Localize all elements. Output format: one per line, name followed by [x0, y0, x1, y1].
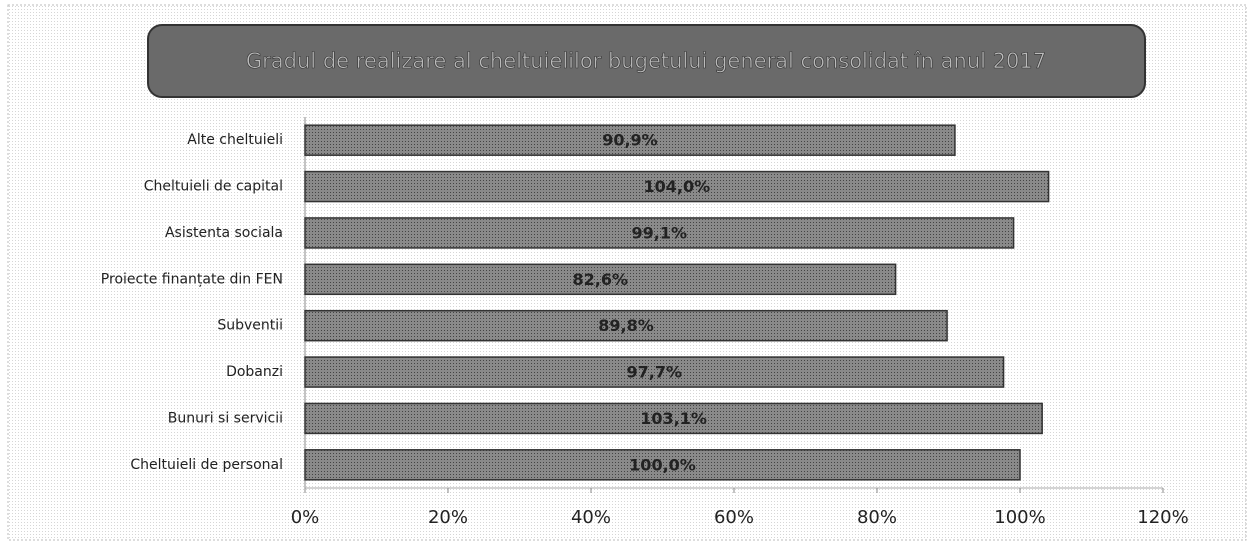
bar [304, 356, 1005, 388]
y-tick-label: Subventii [217, 318, 283, 334]
y-tick-label: Dobanzi [226, 364, 283, 380]
x-tick-label: 40% [571, 507, 611, 528]
bar [304, 263, 897, 296]
x-tick-label: 60% [714, 507, 754, 528]
bar [304, 309, 948, 342]
y-tick-label: Cheltuieli de capital [144, 179, 283, 195]
x-tick-label: 120% [1137, 507, 1188, 528]
bar [304, 170, 1050, 203]
title-box [147, 24, 1146, 98]
value-label: 103,1% [640, 409, 707, 428]
chart-title: Gradul de realizare al cheltuielilor bug… [246, 49, 1046, 73]
bar [304, 449, 1021, 481]
bar [304, 217, 1015, 249]
x-tick-label: 20% [428, 507, 468, 528]
value-label: 99,1% [632, 223, 688, 242]
value-label: 104,0% [643, 177, 710, 196]
bar [304, 124, 956, 156]
value-label: 97,7% [627, 363, 683, 382]
y-tick-label: Proiecte finanțate din FEN [101, 271, 283, 287]
value-label: 100,0% [629, 455, 696, 474]
x-tick-label: 100% [994, 507, 1045, 528]
value-label: 90,9% [602, 131, 658, 150]
value-label: 82,6% [573, 270, 629, 289]
y-tick-label: Asistenta sociala [165, 225, 283, 241]
y-tick-label: Cheltuieli de personal [130, 457, 283, 473]
value-label: 89,8% [598, 316, 654, 335]
y-tick-label: Bunuri si servicii [168, 410, 283, 426]
y-tick-label: Alte cheltuieli [187, 132, 283, 148]
bar [304, 402, 1043, 435]
x-tick-label: 0% [291, 507, 320, 528]
x-tick-label: 80% [857, 507, 897, 528]
